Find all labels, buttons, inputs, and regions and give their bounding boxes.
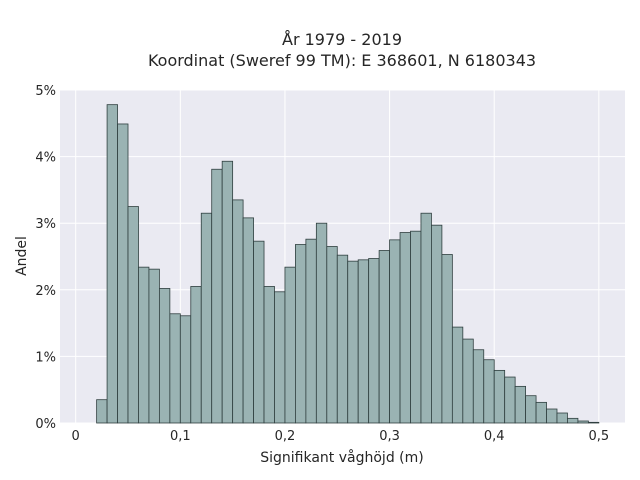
histogram-bar	[295, 244, 307, 424]
histogram-bar	[284, 266, 296, 424]
x-tick-label: 0,1	[170, 429, 191, 444]
histogram-bar	[117, 123, 129, 424]
histogram-bar	[106, 104, 118, 424]
histogram-bar	[535, 401, 547, 424]
x-tick-label: 0,3	[379, 429, 400, 444]
histogram-bar	[127, 206, 139, 424]
histogram-bar	[587, 421, 600, 424]
histogram-bar	[451, 326, 464, 424]
histogram-bar	[232, 199, 244, 424]
y-tick-label: 1%	[35, 350, 56, 365]
histogram-bar	[472, 349, 485, 424]
x-tick-labels: 0 0,1 0,2 0,3 0,4 0,5	[72, 429, 610, 444]
histogram-bar	[577, 420, 589, 424]
histogram-bar	[567, 417, 579, 424]
histogram-bar	[347, 260, 359, 424]
histogram-bar	[378, 250, 390, 424]
histogram-bar	[556, 412, 568, 424]
histogram-bar	[221, 160, 234, 424]
histogram-bar	[305, 238, 317, 424]
histogram-bar	[169, 313, 181, 424]
x-tick-label: 0,5	[588, 429, 609, 444]
y-tick-label: 0%	[35, 417, 56, 432]
y-tick-label: 4%	[35, 151, 56, 166]
chart-title-line-1: År 1979 - 2019	[282, 30, 402, 49]
y-tick-label: 3%	[35, 217, 56, 232]
histogram-bar	[525, 395, 537, 424]
histogram-bar	[493, 369, 506, 424]
x-tick-label: 0,4	[484, 429, 505, 444]
histogram-bar	[211, 168, 223, 424]
x-axis-label: Signifikant våghöjd (m)	[260, 449, 423, 466]
histogram-bars	[96, 104, 600, 424]
y-axis-label: Andel	[14, 236, 30, 276]
histogram-bar	[514, 385, 527, 424]
histogram-bar	[441, 254, 453, 424]
histogram-bar	[138, 266, 150, 424]
histogram-bar	[326, 246, 338, 424]
y-tick-labels: 0% 1% 2% 3% 4% 5%	[35, 84, 56, 432]
histogram-bar	[242, 217, 254, 424]
histogram-bar	[190, 286, 202, 424]
histogram-bar	[179, 315, 192, 424]
histogram-bar	[504, 376, 516, 424]
histogram-bar	[253, 240, 265, 424]
x-tick-label: 0,2	[275, 429, 296, 444]
histogram-bar	[431, 224, 443, 424]
histogram-bar	[399, 232, 411, 424]
y-tick-label: 2%	[35, 284, 56, 299]
histogram-bar	[368, 258, 380, 424]
x-tick-label: 0	[72, 429, 80, 444]
histogram-bar	[389, 239, 401, 424]
histogram-bar	[274, 291, 286, 424]
histogram-bar	[483, 359, 495, 424]
histogram-bar	[96, 399, 108, 424]
histogram-bar	[315, 222, 328, 424]
chart-title-line-2: Koordinat (Sweref 99 TM): E 368601, N 61…	[148, 51, 536, 70]
histogram-bar	[420, 212, 432, 424]
histogram-bar	[546, 408, 558, 424]
histogram-bar	[148, 268, 160, 424]
histogram-bar	[336, 254, 349, 424]
histogram-bar	[462, 338, 474, 424]
histogram-bar	[410, 230, 422, 424]
y-tick-label: 5%	[35, 84, 56, 99]
histogram-bar	[263, 286, 275, 424]
histogram-bar	[158, 288, 171, 424]
histogram-bar	[357, 259, 370, 424]
histogram-bar	[200, 212, 213, 424]
